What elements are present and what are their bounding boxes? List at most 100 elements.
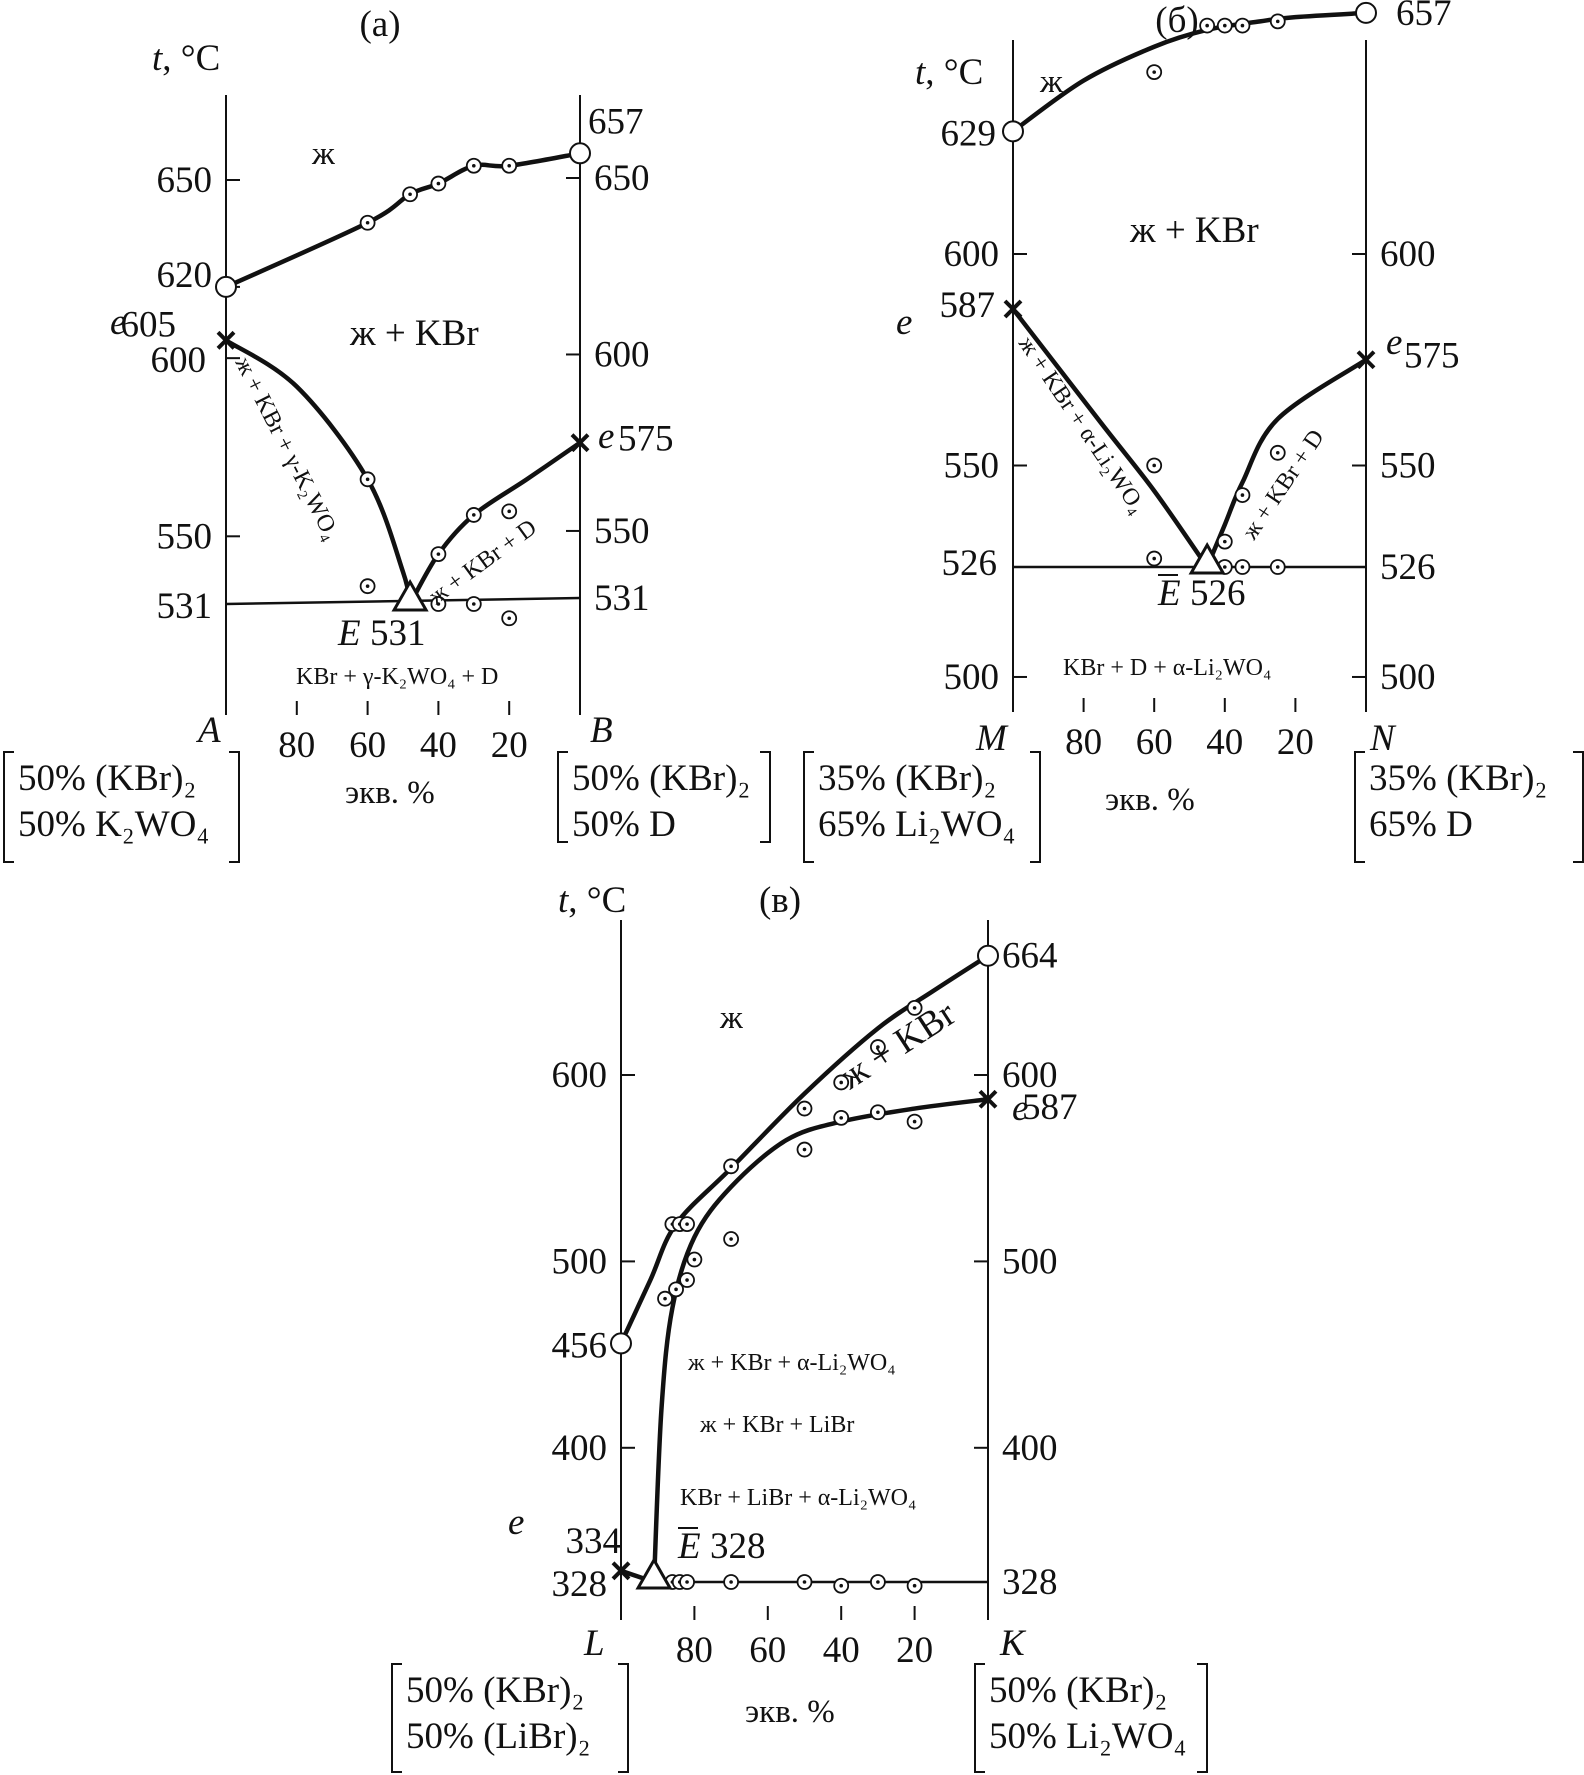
endpoint-letter-left: L xyxy=(583,1623,605,1664)
data-point xyxy=(465,507,482,523)
data-point xyxy=(1269,444,1286,461)
tick-label-right: 664 xyxy=(1002,936,1058,977)
panel-title: (а) xyxy=(359,4,400,45)
point-label: E xyxy=(1157,573,1181,614)
melting-point-marker xyxy=(569,142,591,165)
x-axis-label: экв. % xyxy=(1105,782,1195,818)
tick-label-left: 500 xyxy=(944,657,1000,698)
region-label: ж + KBr xyxy=(832,993,963,1098)
data-point xyxy=(796,1141,813,1158)
region-label: ж + KBr + LiBr xyxy=(699,1412,854,1438)
data-point-dot xyxy=(507,163,512,168)
region-label: ж + KBr + D xyxy=(423,515,541,611)
x-axis-label: экв. % xyxy=(345,775,435,811)
composition-line: 35% (KBr)₂ xyxy=(818,758,996,799)
data-point-dot xyxy=(507,616,512,621)
data-point-dot xyxy=(1240,23,1245,28)
panel-c: (в)t, °C60050045640033432866460058750040… xyxy=(391,880,1208,1773)
region-label: ж + KBr + D xyxy=(1237,425,1330,545)
tick-label-right: 600 xyxy=(594,334,650,375)
data-point-dot xyxy=(507,509,512,514)
data-point-dot xyxy=(802,1147,807,1152)
tick-label-left: 456 xyxy=(552,1325,608,1366)
data-point xyxy=(1146,64,1163,81)
endpoint-letter-right: B xyxy=(590,710,613,751)
data-point xyxy=(679,1216,695,1233)
point-label: e xyxy=(1012,1088,1028,1129)
region-label: ж + KBr + α-Li₂WO₄ xyxy=(1012,331,1150,518)
data-point-dot xyxy=(472,163,476,168)
data-point-dot xyxy=(1152,463,1156,468)
data-point-dot xyxy=(729,1164,733,1169)
data-point xyxy=(359,578,376,595)
melting-point-marker xyxy=(1355,1,1377,24)
data-point-dot xyxy=(912,1006,917,1010)
endpoint-letter-right: K xyxy=(999,1623,1027,1664)
data-point xyxy=(833,1074,850,1091)
composition-line: 50% (KBr)₂ xyxy=(18,758,196,799)
data-point xyxy=(501,503,518,520)
ternary-eutectic-marker xyxy=(635,1556,673,1590)
region-label: ж + KBr + γ-K₂WO₄ xyxy=(229,352,344,544)
data-point-dot xyxy=(1275,450,1280,455)
endpoint-letter-left: M xyxy=(975,718,1009,759)
tick-label-left: 328 xyxy=(552,1564,608,1605)
data-point xyxy=(833,1109,850,1126)
data-point xyxy=(906,1577,923,1594)
x-tick-label: 20 xyxy=(1277,722,1314,763)
melting-point-marker xyxy=(215,275,237,298)
data-point-dot xyxy=(365,220,370,225)
data-point-dot xyxy=(876,1045,880,1049)
tick-label-left: 620 xyxy=(157,255,213,296)
tick-label-right: 550 xyxy=(1380,445,1436,486)
data-point-dot xyxy=(472,602,476,606)
data-point-dot xyxy=(802,1580,807,1584)
data-point xyxy=(723,1574,739,1590)
data-point xyxy=(657,1290,673,1307)
data-point xyxy=(668,1281,684,1298)
panel-b: (б)t, °C62960058755052650065760057555052… xyxy=(803,0,1584,863)
data-point-dot xyxy=(685,1278,689,1282)
curve-boundary-left xyxy=(1010,306,1210,570)
composition-right: 35% (KBr)₂ 65% D xyxy=(1354,751,1584,863)
point-label: 531 xyxy=(370,613,426,654)
data-point-dot xyxy=(1152,70,1156,74)
y-axis-label: t, °C xyxy=(558,880,626,921)
composition-line: 50% (KBr)₂ xyxy=(406,1670,584,1711)
endpoint-letter-left: A xyxy=(195,710,221,751)
region-label: KBr + D + α-Li₂WO₄ xyxy=(1063,655,1271,681)
composition-right: 50% (KBr)₂ 50% D xyxy=(557,751,771,845)
data-point xyxy=(402,186,418,203)
data-point-dot xyxy=(876,1580,880,1584)
data-point xyxy=(430,546,447,563)
composition-line: 65% Li₂WO₄ xyxy=(818,804,1015,845)
region-label: ж xyxy=(311,136,335,172)
point-label: e xyxy=(1386,322,1402,363)
data-point xyxy=(1199,17,1216,34)
tick-label-left: 605 xyxy=(121,304,177,345)
data-point-dot xyxy=(1223,565,1227,569)
region-label: KBr + LiBr + α-Li₂WO₄ xyxy=(680,1485,916,1511)
data-point-dot xyxy=(802,1106,807,1111)
tick-label-right: 657 xyxy=(1396,0,1452,34)
data-point-dot xyxy=(408,192,412,197)
data-point xyxy=(501,610,518,627)
composition-left: 50% (KBr)₂ 50% (LiBr)₂ xyxy=(391,1663,629,1773)
tick-label-right: 550 xyxy=(594,511,650,552)
data-point xyxy=(723,1231,739,1247)
tick-label-right: 650 xyxy=(594,158,650,199)
x-tick-label: 80 xyxy=(676,1630,713,1671)
curve-liquidus xyxy=(618,953,991,1346)
region-label: ж xyxy=(719,1000,743,1036)
bracket-left xyxy=(1354,751,1365,863)
data-point-dot xyxy=(436,552,441,556)
data-point xyxy=(679,1574,695,1590)
bracket-right xyxy=(1030,751,1041,863)
tick-label-left: 550 xyxy=(157,516,213,557)
composition-line: 50% Li₂WO₄ xyxy=(989,1716,1186,1757)
data-point-dot xyxy=(1275,19,1280,24)
data-point-dot xyxy=(692,1257,697,1262)
data-point-dot xyxy=(436,181,441,186)
data-point-dot xyxy=(685,1580,689,1584)
tick-label-left: 531 xyxy=(157,586,213,627)
